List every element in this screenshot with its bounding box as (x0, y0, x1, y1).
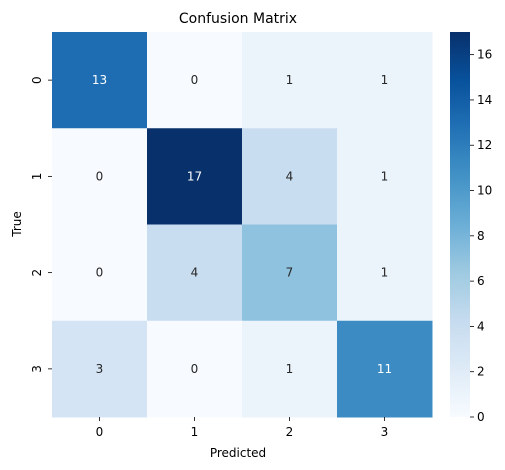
x-tick-label: 3 (381, 425, 389, 439)
x-tick-label: 0 (96, 425, 104, 439)
y-axis-label: True (10, 211, 24, 238)
colorbar-tick-label: 12 (477, 138, 492, 152)
cell-value-label: 0 (96, 169, 104, 183)
heatmap-cell (242, 224, 338, 322)
cell-value-label: 0 (191, 362, 199, 376)
colorbar-ticks: 0 2 4 6 8 10 12 14 16 (470, 48, 492, 424)
heatmap-cell (52, 128, 148, 225)
colorbar-tick-label: 2 (477, 365, 485, 379)
cell-value-label: 11 (377, 362, 392, 376)
y-tick-label: 3 (30, 365, 44, 373)
cell-value-label: 0 (191, 73, 199, 87)
heatmap-value-labels: 13 0 1 10 17 4 10 4 7 13 0 1 11 (92, 73, 392, 376)
cell-value-label: 1 (381, 266, 389, 280)
colorbar-tick-label: 16 (477, 48, 492, 62)
cell-value-label: 1 (381, 73, 389, 87)
y-tick-label: 0 (30, 76, 44, 84)
heatmap-cell (337, 320, 433, 418)
cell-value-label: 1 (381, 169, 389, 183)
heatmap-cell (147, 32, 243, 129)
heatmap-cell (147, 224, 243, 322)
heatmap-cell (52, 224, 148, 322)
y-tick-label: 1 (30, 173, 44, 181)
heatmap-cells (52, 32, 433, 418)
cell-value-label: 4 (191, 266, 199, 280)
cell-value-label: 17 (187, 169, 202, 183)
heatmap-cell (147, 128, 243, 225)
cell-value-label: 4 (286, 169, 294, 183)
x-axis-label: Predicted (210, 446, 266, 460)
heatmap-cell (337, 128, 433, 225)
heatmap-cell (147, 320, 243, 418)
cell-value-label: 7 (286, 266, 294, 280)
cell-value-label: 13 (92, 73, 107, 87)
cell-value-label: 3 (96, 362, 104, 376)
colorbar-tick-label: 8 (477, 229, 485, 243)
heatmap-cell (337, 224, 433, 322)
colorbar-tick-label: 14 (477, 93, 492, 107)
x-tick-label: 2 (286, 425, 294, 439)
colorbar (450, 32, 470, 417)
heatmap-cell (52, 32, 148, 129)
cell-value-label: 1 (286, 73, 294, 87)
heatmap-cell (52, 320, 148, 418)
heatmap-cell (242, 32, 338, 129)
colorbar-tick-label: 6 (477, 274, 485, 288)
cell-value-label: 0 (96, 266, 104, 280)
heatmap-cell (242, 320, 338, 418)
heatmap-cell (242, 128, 338, 225)
heatmap-cell (337, 32, 433, 129)
x-axis-ticks: 0 1 2 3 (96, 417, 389, 439)
y-axis-ticks: 0 1 2 3 (30, 76, 52, 373)
colorbar-tick-label: 0 (477, 410, 485, 424)
colorbar-tick-label: 10 (477, 184, 492, 198)
chart-title: Confusion Matrix (179, 11, 297, 27)
y-tick-label: 2 (30, 269, 44, 277)
cell-value-label: 1 (286, 362, 294, 376)
colorbar-tick-label: 4 (477, 319, 485, 333)
x-tick-label: 1 (191, 425, 199, 439)
